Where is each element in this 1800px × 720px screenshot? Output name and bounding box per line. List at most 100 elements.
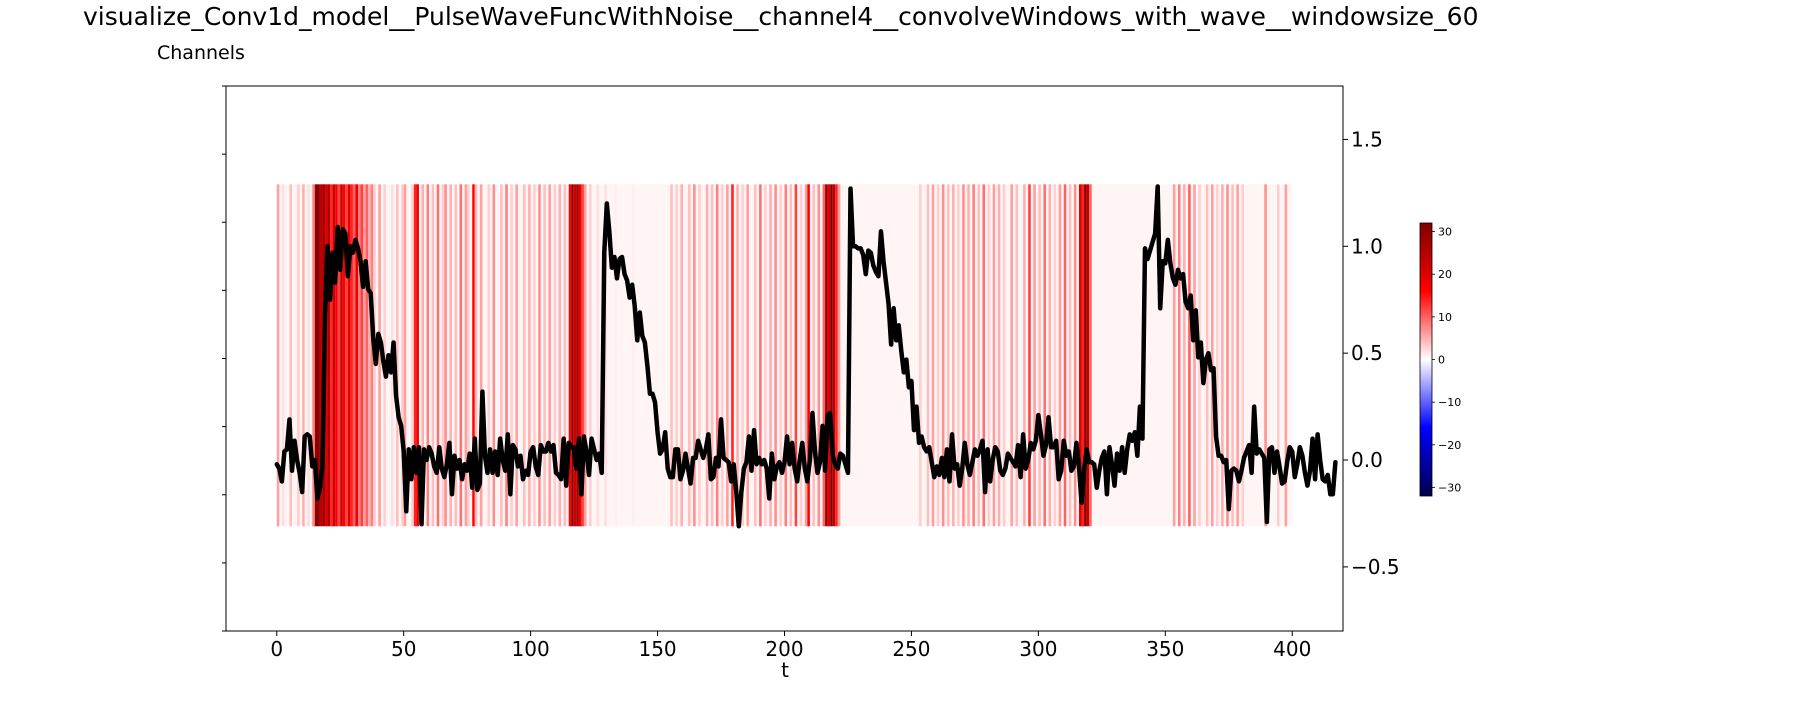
- heatmap-cell: [500, 184, 503, 527]
- heatmap-cell: [774, 184, 777, 527]
- heatmap-cell: [548, 184, 551, 527]
- colorbar-tick-label: −20: [1438, 439, 1461, 452]
- heatmap-layer: [276, 184, 1293, 527]
- colorbar-gradient: [1419, 222, 1433, 497]
- heatmap-cell: [919, 184, 922, 527]
- y-tick-label: 0.5: [1351, 341, 1383, 365]
- heatmap-cell: [319, 184, 323, 527]
- heatmap-cell: [670, 184, 673, 527]
- x-tick-label: 400: [1273, 637, 1311, 661]
- heatmap-cell: [1010, 184, 1013, 527]
- heatmap-cell: [769, 184, 772, 527]
- heatmap-cell: [992, 184, 996, 527]
- heatmap-cell: [931, 184, 935, 527]
- heatmap-cell: [441, 184, 445, 527]
- heatmap-cell: [827, 184, 831, 527]
- heatmap-cell: [416, 184, 419, 527]
- heatmap-cell: [276, 184, 280, 527]
- heatmap-cell: [952, 184, 955, 527]
- heatmap-cell: [1231, 184, 1234, 527]
- heatmap-cell: [936, 184, 940, 527]
- heatmap-cell: [568, 184, 572, 527]
- heatmap-cell: [779, 184, 782, 527]
- heatmap-cell: [698, 184, 701, 527]
- heatmap-cell: [759, 184, 762, 527]
- plot-area: 0 50 100 150 200 250 300 350 400 −0.5 0.0 0.5 1.0 1.5: [222, 85, 1400, 661]
- heatmap-cell: [1264, 184, 1267, 527]
- x-tick-label: 50: [391, 637, 416, 661]
- heatmap-cell: [281, 184, 285, 527]
- heatmap-cell: [799, 184, 803, 527]
- colorbar-tick-label: 30: [1438, 226, 1452, 239]
- heatmap-cell: [972, 184, 975, 527]
- heatmap-cell: [1284, 184, 1288, 527]
- heatmap-cell: [314, 184, 320, 527]
- heatmap-cell: [454, 184, 458, 527]
- heatmap-cell: [1063, 184, 1067, 527]
- heatmap-cell: [340, 184, 343, 527]
- heatmap-cell: [596, 184, 600, 527]
- heatmap-cell: [1177, 184, 1181, 527]
- heatmap-cell: [1081, 184, 1085, 527]
- heatmap-cell: [302, 184, 305, 527]
- heatmap-cell: [817, 184, 821, 527]
- heatmap-cell: [563, 184, 567, 527]
- heatmap-cell: [784, 184, 788, 527]
- heatmap-cell: [347, 184, 351, 527]
- heatmap-cell: [472, 184, 475, 527]
- heatmap-cell: [987, 184, 991, 527]
- heatmap-cell: [688, 184, 691, 527]
- heatmap-cell: [1172, 184, 1176, 527]
- heatmap-cell: [1002, 184, 1006, 527]
- heatmap-cell: [573, 184, 577, 527]
- heatmap-cell: [715, 184, 719, 527]
- heatmap-cell: [794, 184, 798, 527]
- heatmap-cell: [355, 184, 359, 527]
- heatmap-cell: [431, 184, 435, 527]
- heatmap-cell: [754, 184, 757, 527]
- heatmap-cell: [1241, 184, 1244, 527]
- heatmap-cell: [327, 184, 331, 527]
- colorbar-tick-label: −10: [1438, 396, 1461, 409]
- heatmap-cell: [492, 184, 496, 527]
- heatmap-cell: [558, 184, 562, 527]
- heatmap-cell: [1043, 184, 1046, 527]
- heatmap-cell: [449, 184, 452, 527]
- heatmap-cell: [632, 184, 635, 527]
- heatmap-cell: [396, 184, 399, 527]
- heatmap-cell: [807, 184, 810, 527]
- heatmap-cell: [741, 184, 744, 527]
- chart-subtitle: Channels: [157, 42, 245, 64]
- heatmap-cell: [479, 184, 483, 527]
- heatmap-cell: [614, 184, 617, 527]
- colorbar: 30 20 10 0 −10 −20 −30: [1419, 222, 1461, 497]
- heatmap-cell: [368, 184, 371, 527]
- heatmap-cell: [378, 184, 381, 527]
- heatmap-cell: [1086, 184, 1090, 527]
- heatmap-cell: [426, 184, 430, 527]
- heatmap-cell: [1084, 184, 1087, 527]
- y-tick-label: 1.5: [1351, 127, 1383, 151]
- heatmap-cell: [812, 184, 815, 527]
- heatmap-cell: [289, 184, 293, 527]
- signal-line: [274, 184, 1338, 529]
- heatmap-cell: [350, 184, 353, 527]
- heatmap-cell: [411, 184, 414, 527]
- heatmap-cell: [1188, 184, 1191, 527]
- heatmap-cell: [578, 184, 582, 527]
- heatmap-cell: [764, 184, 767, 527]
- heatmap-cell: [1023, 184, 1026, 527]
- heatmap-cell: [675, 184, 678, 527]
- heatmap-cell: [804, 184, 808, 527]
- heatmap-cell: [822, 184, 826, 527]
- heatmap-cell: [693, 184, 696, 527]
- heatmap-cell: [982, 184, 986, 527]
- heatmap-cell: [1048, 184, 1052, 527]
- x-tick-label: 300: [1019, 637, 1057, 661]
- x-tick-label: 150: [638, 637, 676, 661]
- heatmap-cell: [1210, 184, 1214, 527]
- y-tick-label: −0.5: [1351, 555, 1400, 579]
- heatmap-cell: [337, 184, 341, 527]
- heatmap-cell: [1216, 184, 1219, 527]
